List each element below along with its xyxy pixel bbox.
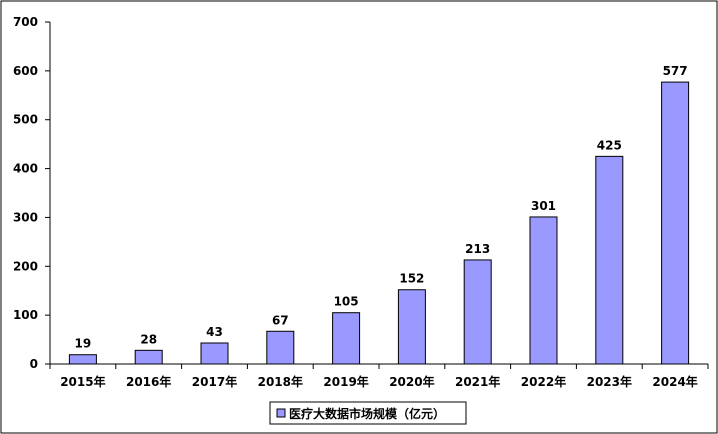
bar-value-label: 28 [140,332,157,346]
bar-value-label: 43 [206,325,223,339]
x-tick-label: 2017年 [192,374,237,389]
y-axis: 0 100 200 300 400 500 600 700 [13,15,51,371]
x-tick-label: 2015年 [60,374,105,389]
y-tick-label: 700 [13,15,38,29]
bar-value-label: 213 [465,242,490,256]
y-tick-label: 500 [13,113,38,127]
legend: 医疗大数据市场规模（亿元） [269,401,467,425]
bar [200,342,229,365]
y-tick-label: 600 [13,64,38,78]
x-tick-label: 2020年 [389,374,434,389]
y-tick-label: 200 [13,259,38,273]
bar-value-label: 19 [75,337,92,351]
bar [134,349,163,365]
x-tick-label: 2019年 [323,374,368,389]
bar [68,354,97,365]
bar [595,155,624,365]
bar-value-label: 425 [597,138,622,152]
bar-value-label: 105 [334,295,359,309]
bar [661,81,690,365]
bar-value-label: 152 [399,272,424,286]
y-tick-label: 400 [13,162,38,176]
x-tick-label: 2018年 [258,374,303,389]
bar [529,216,558,365]
bar [266,330,295,365]
bar [397,289,426,365]
x-tick-label: 2021年 [455,374,500,389]
x-tick-label: 2024年 [652,374,697,389]
bars [68,81,690,365]
data-labels: 19 28 43 67 105 152 213 301 425 577 [75,64,688,351]
legend-swatch [276,408,286,418]
bar-value-label: 301 [531,199,556,213]
legend-label: 医疗大数据市场规模（亿元） [289,406,445,421]
x-tick-label: 2016年 [126,374,171,389]
bar-value-label: 577 [663,64,688,78]
legend-box [269,401,467,425]
x-tick-label: 2023年 [587,374,632,389]
bar-value-label: 67 [272,313,289,327]
x-tick-label: 2022年 [521,374,566,389]
bar [332,312,361,365]
y-tick-label: 100 [13,308,38,322]
bar [463,259,492,365]
y-tick-label: 0 [30,357,38,371]
y-tick-label: 300 [13,210,38,224]
